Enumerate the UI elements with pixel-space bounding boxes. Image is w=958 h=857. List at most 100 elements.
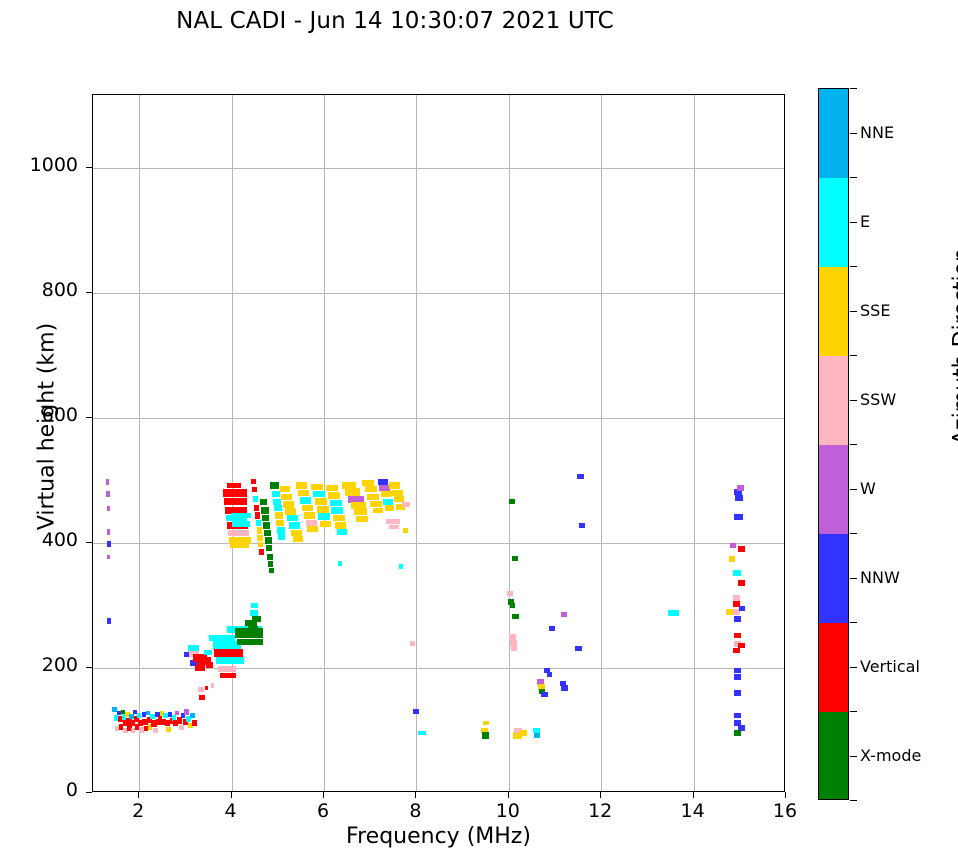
echo-marker — [298, 489, 310, 497]
echo-marker — [134, 723, 140, 730]
echo-marker — [106, 554, 111, 559]
echo-marker — [513, 732, 522, 739]
colorbar-tick — [850, 577, 857, 579]
y-tick — [86, 542, 92, 544]
echo-marker — [725, 608, 738, 615]
echo-marker — [209, 634, 235, 642]
colorbar-label-sse: SSE — [860, 300, 891, 320]
echo-marker — [734, 488, 742, 495]
echo-marker — [260, 498, 267, 505]
echo-marker — [255, 519, 262, 527]
echo-marker — [127, 725, 132, 731]
echo-marker — [312, 491, 325, 498]
echo-marker — [226, 482, 241, 489]
echo-marker — [728, 556, 736, 563]
echo-marker — [316, 505, 329, 513]
echo-marker — [384, 505, 395, 511]
echo-marker — [335, 522, 347, 529]
echo-marker — [737, 642, 746, 649]
y-tick — [86, 792, 92, 793]
echo-marker — [296, 482, 308, 489]
echo-marker — [190, 659, 203, 667]
colorbar-segment-nne — [819, 89, 848, 178]
echo-marker — [204, 685, 209, 691]
y-tick — [86, 667, 92, 669]
echo-marker — [283, 500, 294, 508]
echo-marker — [105, 478, 110, 485]
echo-marker — [191, 719, 197, 727]
colorbar-boundary-tick — [850, 444, 857, 446]
echo-marker — [737, 580, 746, 586]
echo-marker — [667, 610, 679, 616]
x-tick — [323, 792, 324, 798]
echo-marker — [383, 498, 394, 505]
echo-marker — [251, 616, 262, 623]
colorbar-label-x-mode: X-mode — [860, 745, 922, 765]
echo-marker — [734, 616, 741, 623]
gridline-horizontal — [93, 293, 784, 295]
echo-marker — [333, 514, 346, 522]
echo-marker — [325, 484, 338, 492]
echo-marker — [112, 707, 117, 713]
echo-marker — [107, 541, 111, 548]
echo-marker — [303, 512, 315, 519]
echo-marker — [391, 489, 403, 497]
echo-marker — [385, 519, 400, 525]
x-tick-label: 6 — [316, 800, 330, 822]
y-tick-label: 800 — [41, 279, 78, 302]
echo-marker — [272, 491, 280, 498]
echo-marker — [548, 625, 555, 631]
y-tick-label: 0 — [65, 779, 78, 801]
colorbar-tick — [850, 666, 857, 668]
echo-marker — [161, 719, 167, 726]
echo-marker — [118, 723, 124, 730]
x-tick-label: 8 — [409, 800, 422, 822]
gridline-vertical — [231, 95, 233, 791]
echo-marker — [276, 527, 286, 534]
echo-marker — [113, 714, 118, 722]
echo-marker — [301, 504, 313, 512]
echo-marker — [356, 516, 369, 523]
echo-marker — [265, 544, 273, 552]
echo-marker — [305, 519, 317, 527]
echo-marker — [482, 720, 490, 726]
echo-marker — [188, 722, 193, 729]
echo-marker — [579, 523, 586, 529]
grid-layer — [93, 95, 784, 791]
echo-marker — [543, 668, 551, 673]
colorbar-segment-x-mode — [819, 712, 848, 799]
echo-marker — [227, 529, 250, 537]
echo-marker — [245, 619, 258, 627]
y-tick — [86, 417, 92, 419]
echo-marker — [177, 717, 183, 724]
echo-marker — [261, 507, 269, 514]
colorbar-segment-nnw — [819, 534, 848, 623]
echo-marker — [270, 481, 279, 490]
x-tick-label: 16 — [772, 800, 798, 822]
echo-marker — [538, 683, 545, 690]
echo-marker — [402, 528, 409, 533]
echo-marker — [194, 664, 205, 672]
echo-marker — [143, 725, 149, 732]
echo-marker — [267, 561, 274, 568]
echo-marker — [367, 493, 380, 500]
y-tick-label: 1000 — [29, 154, 78, 177]
echo-marker — [418, 730, 426, 736]
echo-marker — [533, 733, 541, 738]
echo-marker — [481, 727, 489, 734]
echo-marker — [370, 501, 383, 508]
gridline-vertical — [601, 95, 603, 791]
echo-marker — [559, 680, 567, 686]
echo-marker — [123, 727, 129, 734]
colorbar-boundary-tick — [850, 622, 857, 624]
echo-marker — [210, 683, 215, 688]
echo-marker — [186, 716, 192, 723]
echo-marker — [733, 608, 740, 615]
echo-marker — [350, 501, 367, 510]
echo-marker — [729, 543, 737, 549]
echo-marker — [353, 508, 368, 516]
echo-marker — [511, 555, 519, 561]
colorbar-tick — [850, 132, 857, 134]
echo-marker — [348, 495, 364, 504]
echo-marker — [146, 716, 152, 723]
